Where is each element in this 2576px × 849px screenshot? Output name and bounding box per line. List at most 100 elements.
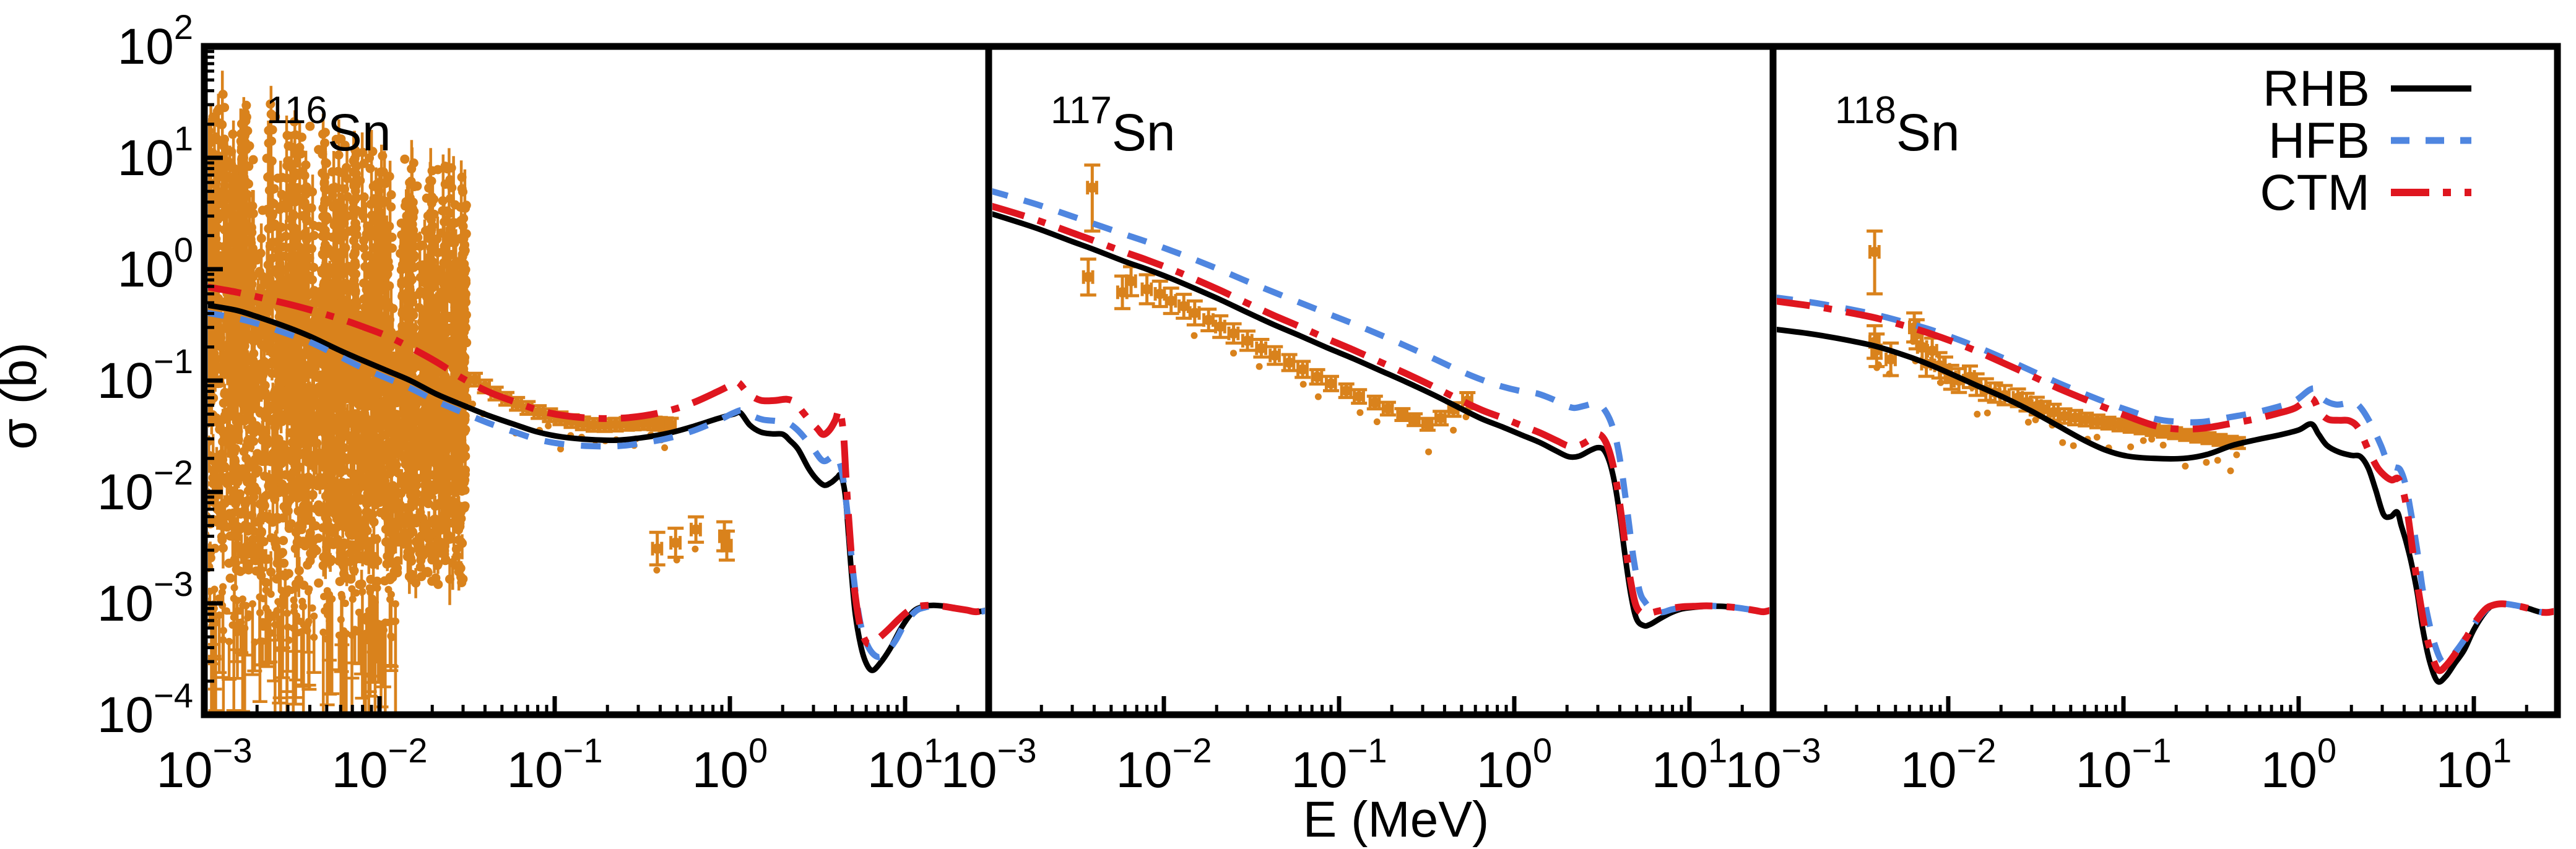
experimental-fringe-point <box>673 556 680 564</box>
x-minor-ticks <box>255 705 991 715</box>
experimental-point <box>2156 424 2172 439</box>
y-tick-label: 100 <box>118 230 193 298</box>
experimental-fringe-point <box>2140 437 2147 444</box>
curve-ctm-117Sn <box>992 202 1769 618</box>
experimental-fringe-point <box>1299 381 1307 388</box>
experimental-point <box>1419 416 1436 432</box>
experimental-point <box>719 529 735 562</box>
experimental-fringe-point <box>653 566 661 574</box>
experimental-fringe-point <box>1875 361 1882 368</box>
y-tick-label: 102 <box>118 7 193 75</box>
curve-hfb-116Sn <box>208 309 985 660</box>
experimental-point <box>2100 415 2117 431</box>
experimental-point <box>1295 360 1311 379</box>
experimental-point <box>2067 408 2083 426</box>
x-axis-label: E (MeV) <box>1303 791 1490 848</box>
experimental-fringe-point <box>2182 462 2189 470</box>
experimental-point <box>2111 417 2128 433</box>
resonance-points <box>208 90 472 590</box>
legend-entry-hfb: HFB <box>2268 113 2471 169</box>
x-tick-label: 10−1 <box>506 731 602 798</box>
experimental-fringe-point <box>2148 436 2156 443</box>
experimental-fringe-point <box>2214 457 2221 464</box>
experimental-point <box>596 417 613 433</box>
experimental-point <box>1138 273 1155 306</box>
experimental-point <box>2189 429 2206 444</box>
panel-labels-layer: 116Sn 117Sn 118Sn <box>266 89 1960 162</box>
experimental-fringe-point <box>2093 434 2101 441</box>
experimental-point <box>1366 394 1383 411</box>
experimental-point <box>1407 412 1423 428</box>
panel-label-117Sn: 117Sn <box>1051 89 1176 162</box>
x-tick-label: 10−2 <box>1116 731 1212 798</box>
experimental-point <box>2089 413 2105 429</box>
y-major-ticks <box>204 44 223 717</box>
curve-ctm-116Sn <box>208 283 985 648</box>
x-tick-label: 101 <box>1652 731 1727 798</box>
curve-rhb-118Sn <box>1777 326 2554 685</box>
experimental-point <box>1253 338 1270 359</box>
experimental-point <box>1433 410 1449 427</box>
experimental-fringe-point <box>1255 363 1263 370</box>
y-tick-label: 101 <box>118 119 193 186</box>
experimental-point <box>1323 374 1339 392</box>
resonance-deep-points <box>208 583 400 646</box>
experimental-point <box>1239 329 1255 352</box>
experimental-point <box>649 530 666 567</box>
panel-116Sn <box>208 71 985 712</box>
experimental-point <box>607 416 624 433</box>
experimental-point <box>1163 287 1179 316</box>
experimental-point <box>1267 345 1283 366</box>
experimental-point <box>1394 407 1411 422</box>
y-minor-ticks <box>204 50 214 683</box>
x-tick-label: 101 <box>867 731 943 798</box>
experimental-point <box>667 527 684 559</box>
experimental-point <box>1200 308 1217 332</box>
experimental-point <box>688 515 705 544</box>
x-tick-label: 10−3 <box>1725 731 1821 798</box>
y-tick-label: 10−4 <box>97 676 193 743</box>
y-tick-label: 10−3 <box>97 564 193 632</box>
y-axis-label: σ (b) <box>0 342 47 450</box>
experimental-fringe-point <box>1886 370 1893 377</box>
experimental-fringe-point <box>2203 459 2210 466</box>
x-tick-label: 10−2 <box>1900 731 1996 798</box>
curve-hfb-118Sn <box>1777 295 2554 666</box>
panel-frame <box>1769 43 2561 718</box>
experimental-point <box>531 404 547 420</box>
experimental-point <box>1186 299 1203 327</box>
panel-117Sn <box>992 163 1769 629</box>
experimental-point <box>1176 293 1192 320</box>
experimental-point <box>1212 314 1229 339</box>
experimental-fringe-point <box>2227 467 2234 475</box>
experimental-fringe-point <box>2024 418 2032 426</box>
experimental-fringe-point <box>1450 426 1457 434</box>
experimental-fringe-point <box>557 446 564 453</box>
x-major-ticks <box>986 696 1692 715</box>
frames-layer <box>201 43 2561 718</box>
experimental-fringe-point <box>1984 409 1991 416</box>
data-layer <box>208 71 2554 712</box>
experimental-point <box>1084 163 1101 233</box>
x-minor-ticks <box>1039 705 1775 715</box>
experimental-fringe-point <box>1314 393 1322 400</box>
panel-label-118Sn: 118Sn <box>1835 89 1960 162</box>
legend-entry-rhb: RHB <box>2263 61 2471 117</box>
experimental-point <box>1080 257 1096 297</box>
legend-label: HFB <box>2268 113 2370 169</box>
experimental-point <box>2200 431 2217 446</box>
x-tick-label: 101 <box>2436 731 2512 798</box>
experimental-fringe-point <box>2059 439 2066 446</box>
x-tick-label: 100 <box>1477 731 1552 798</box>
curve-ctm-118Sn <box>1777 298 2554 674</box>
experimental-fringe-point <box>1425 448 1433 455</box>
y-tick-label: 10−2 <box>97 453 193 520</box>
experimental-point <box>1351 388 1368 405</box>
legend-label: RHB <box>2263 61 2370 117</box>
y-tick-label: 10−1 <box>97 342 193 409</box>
experimental-point <box>2211 433 2228 447</box>
x-tick-label: 10−3 <box>156 731 252 798</box>
experimental-fringe-point <box>1230 350 1237 357</box>
experimental-fringe-point <box>2159 441 2167 449</box>
